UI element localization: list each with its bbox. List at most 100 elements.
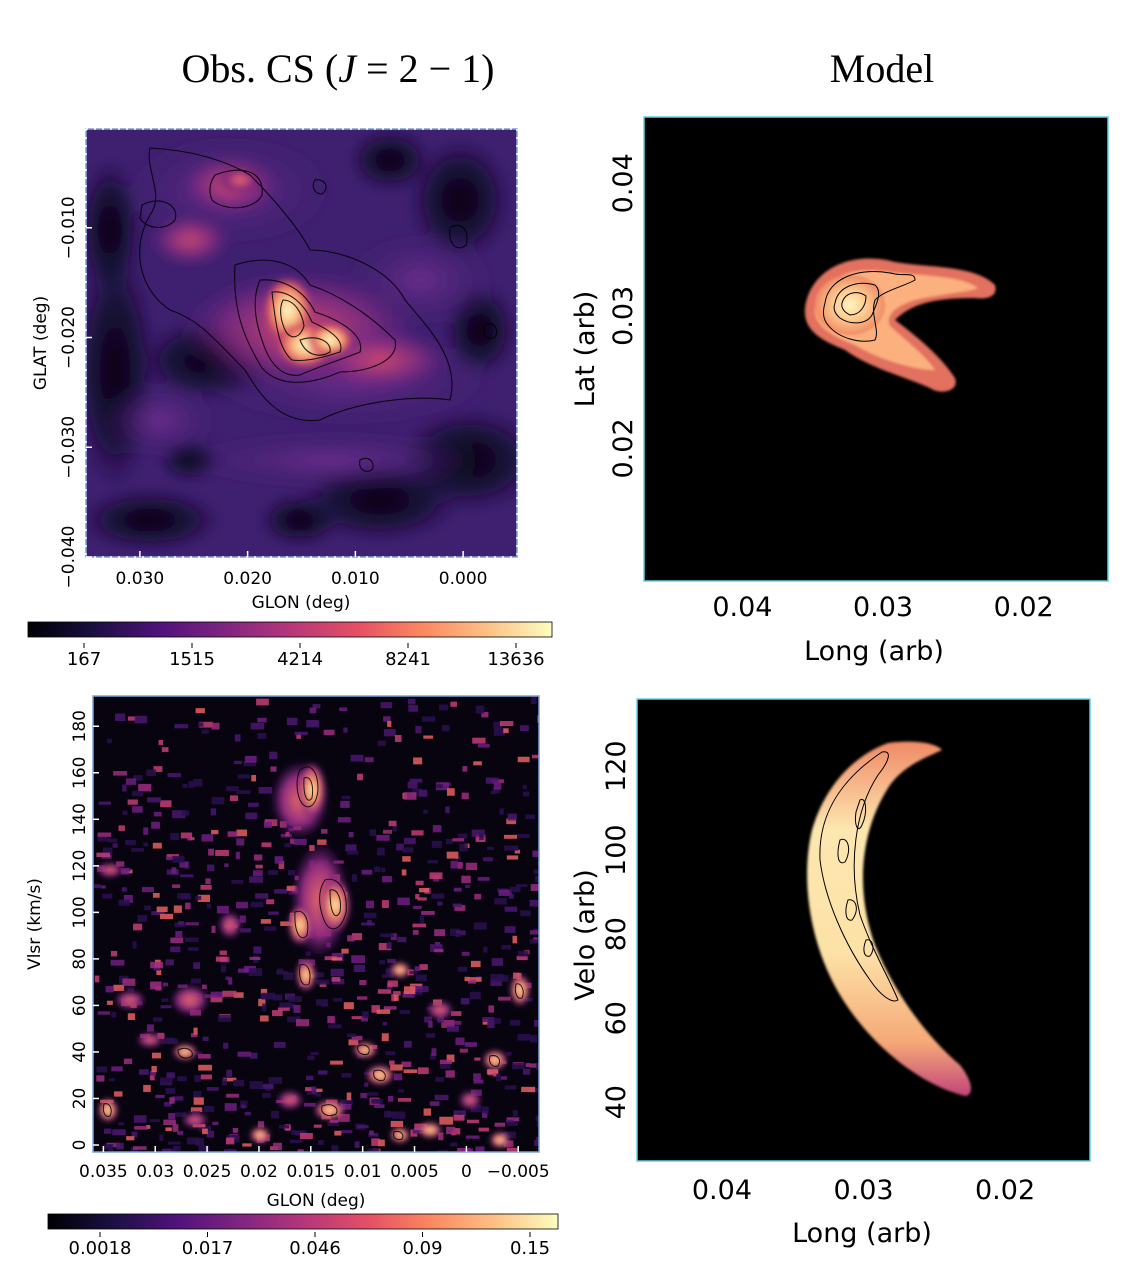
noise-pixel: [260, 988, 268, 994]
noise-pixel: [434, 929, 446, 937]
model-position-ylabel: Lat (arb): [570, 291, 601, 408]
noise-pixel: [258, 787, 273, 794]
noise-pixel: [150, 981, 162, 990]
noise-pixel: [159, 1134, 164, 1141]
noise-pixel: [506, 855, 519, 860]
noise-pixel: [151, 1065, 157, 1073]
noise-pixel: [297, 1149, 304, 1152]
noise-pixel: [432, 825, 442, 833]
noise-pixel: [177, 1130, 184, 1135]
noise-pixel: [450, 1142, 458, 1147]
noise-pixel: [271, 1110, 280, 1119]
noise-pixel: [233, 1079, 245, 1087]
noise-pixel: [274, 856, 284, 864]
noise-pixel: [352, 874, 358, 882]
noise-pixel: [171, 1148, 176, 1152]
noise-pixel: [170, 937, 184, 944]
noise-pixel: [363, 912, 377, 919]
noise-pixel: [341, 948, 349, 954]
noise-pixel: [107, 738, 112, 744]
noise-pixel: [371, 1138, 380, 1146]
noise-pixel: [240, 928, 252, 933]
y-tick-label: 120: [601, 740, 632, 792]
noise-pixel: [227, 831, 238, 837]
noise-pixel: [353, 964, 366, 973]
noise-pixel: [421, 911, 435, 915]
noise-pixel: [126, 1136, 135, 1141]
colorbar-tick-label: 0.0018: [69, 1238, 132, 1259]
noise-pixel: [536, 1062, 539, 1071]
noise-pixel: [427, 860, 438, 864]
noise-pixel: [236, 790, 251, 795]
noise-pixel: [255, 893, 269, 899]
x-tick-label: 0.01: [344, 1162, 382, 1182]
noise-pixel: [199, 721, 213, 728]
noise-pixel: [333, 998, 343, 1002]
noise-pixel: [461, 792, 469, 800]
noise-pixel: [276, 971, 289, 975]
noise-pixel: [224, 863, 229, 867]
noise-pixel: [113, 984, 125, 991]
noise-pixel: [171, 867, 177, 874]
noise-pixel: [316, 1088, 323, 1093]
noise-pixel: [418, 887, 430, 893]
noise-pixel: [249, 956, 261, 960]
noise-pixel: [402, 847, 414, 853]
noise-pixel: [503, 728, 509, 734]
noise-pixel: [200, 884, 212, 890]
noise-pixel: [485, 777, 499, 784]
noise-pixel: [146, 769, 156, 777]
noise-pixel: [376, 1009, 391, 1014]
noise-pixel: [387, 980, 398, 987]
noise-pixel: [276, 968, 284, 973]
noise-pixel: [122, 784, 127, 792]
noise-pixel: [506, 1147, 519, 1152]
noise-pixel: [450, 701, 457, 707]
noise-pixel: [402, 856, 411, 862]
noise-pixel: [201, 984, 207, 990]
noise-pixel: [470, 1104, 482, 1113]
noise-pixel: [491, 958, 504, 966]
noise-pixel: [170, 946, 181, 953]
x-tick-label: 0.010: [331, 569, 380, 589]
noise-pixel: [150, 1070, 157, 1076]
noise-pixel: [504, 845, 519, 851]
noise-pixel: [161, 747, 169, 753]
noise-pixel: [253, 946, 262, 954]
noise-pixel: [461, 951, 470, 956]
noise-pixel: [312, 972, 325, 978]
noise-pixel: [351, 933, 363, 941]
noise-pixel: [211, 829, 219, 835]
noise-pixel: [201, 729, 209, 734]
noise-pixel: [470, 960, 481, 968]
noise-pixel: [288, 996, 302, 1003]
x-tick-label: 0.03: [136, 1162, 174, 1182]
noise-pixel: [401, 869, 407, 876]
noise-pixel: [110, 959, 125, 966]
noise-pixel: [121, 887, 127, 892]
noise-pixel: [188, 781, 195, 788]
noise-pixel: [509, 1019, 521, 1026]
noise-pixel: [172, 810, 186, 819]
noise-pixel: [411, 830, 424, 836]
noise-pixel: [423, 1108, 432, 1116]
noise-pixel: [482, 1110, 488, 1118]
x-tick-label: 0.02: [994, 592, 1054, 623]
noise-pixel: [132, 1146, 147, 1150]
noise-pixel: [166, 1072, 175, 1079]
noise-pixel: [197, 894, 211, 903]
colorbar-tick-label: 0.046: [289, 1238, 341, 1259]
noise-pixel: [515, 833, 530, 838]
noise-pixel: [185, 902, 191, 910]
noise-pixel: [278, 1124, 290, 1129]
noise-pixel: [403, 1069, 418, 1074]
noise-pixel: [354, 1141, 360, 1148]
noise-pixel: [164, 1038, 178, 1044]
position-map-image: [86, 129, 517, 557]
noise-pixel: [473, 761, 482, 766]
noise-pixel: [377, 847, 385, 856]
noise-pixel: [343, 727, 348, 733]
noise-pixel: [222, 990, 237, 997]
noise-pixel: [439, 1064, 451, 1069]
noise-pixel: [334, 1130, 342, 1136]
